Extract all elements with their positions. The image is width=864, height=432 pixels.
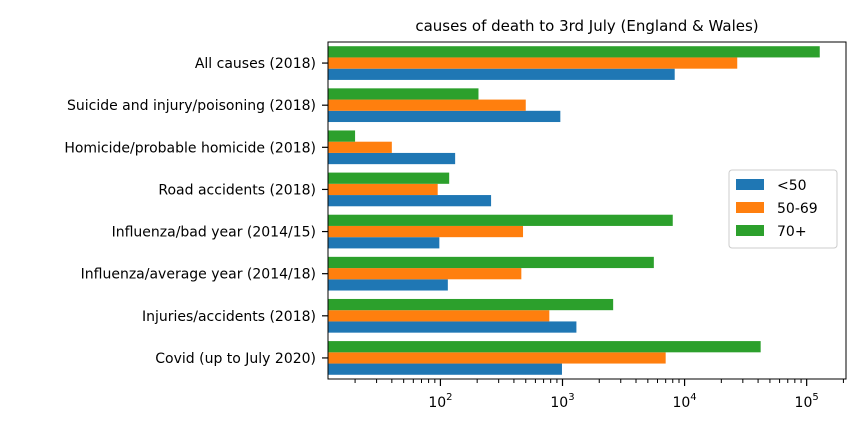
- y-tick-label: All causes (2018): [195, 56, 316, 72]
- bar: [328, 195, 492, 207]
- y-tick-label: Road accidents (2018): [158, 182, 316, 198]
- bar: [328, 110, 561, 123]
- legend-label: 70+: [777, 224, 807, 240]
- bars-layer: [328, 46, 820, 375]
- legend-label: 50-69: [777, 201, 818, 217]
- bar: [328, 68, 675, 80]
- bar: [328, 183, 438, 196]
- bar: [328, 352, 666, 364]
- x-tick-label: 102: [428, 392, 452, 411]
- bar: [328, 279, 448, 291]
- bar: [328, 256, 654, 269]
- x-tick-label: 103: [550, 392, 574, 411]
- bar: [328, 46, 820, 58]
- bar: [328, 130, 356, 142]
- legend: <50 50-69 70+: [728, 169, 838, 249]
- y-tick-label: Influenza/average year (2014/18): [81, 267, 316, 283]
- y-tick-label: Influenza/bad year (2014/15): [112, 225, 316, 241]
- legend-swatch: [736, 225, 764, 236]
- bar: [328, 341, 761, 353]
- chart-title: causes of death to 3rd July (England & W…: [415, 17, 758, 35]
- bar: [328, 88, 479, 100]
- legend-label: <50: [777, 178, 807, 194]
- bar: [328, 57, 738, 69]
- y-tick-label: Injuries/accidents (2018): [142, 309, 316, 325]
- x-tick-label: 104: [672, 392, 696, 411]
- y-tick-label: Suicide and injury/poisoning (2018): [67, 98, 316, 114]
- bar: [328, 141, 392, 153]
- y-axis: All causes (2018) Suicide and injury/pois…: [64, 56, 328, 367]
- bar: [328, 225, 524, 238]
- bar: [328, 99, 526, 111]
- bar: [328, 268, 522, 280]
- bar: [328, 298, 614, 311]
- bar: [328, 152, 456, 165]
- bar: [328, 321, 577, 333]
- x-axis: 102 103 104 105: [354, 379, 844, 411]
- y-tick-label: Homicide/probable homicide (2018): [64, 140, 316, 156]
- plot-frame: [327, 41, 847, 380]
- bar: [328, 310, 550, 322]
- legend-swatch: [736, 202, 764, 213]
- bar: [328, 363, 562, 375]
- bar: [328, 214, 673, 226]
- bar: [328, 172, 450, 184]
- bar: [328, 237, 440, 249]
- x-tick-label: 105: [795, 392, 819, 411]
- legend-swatch: [736, 179, 764, 190]
- y-tick-label: Covid (up to July 2020): [155, 351, 316, 367]
